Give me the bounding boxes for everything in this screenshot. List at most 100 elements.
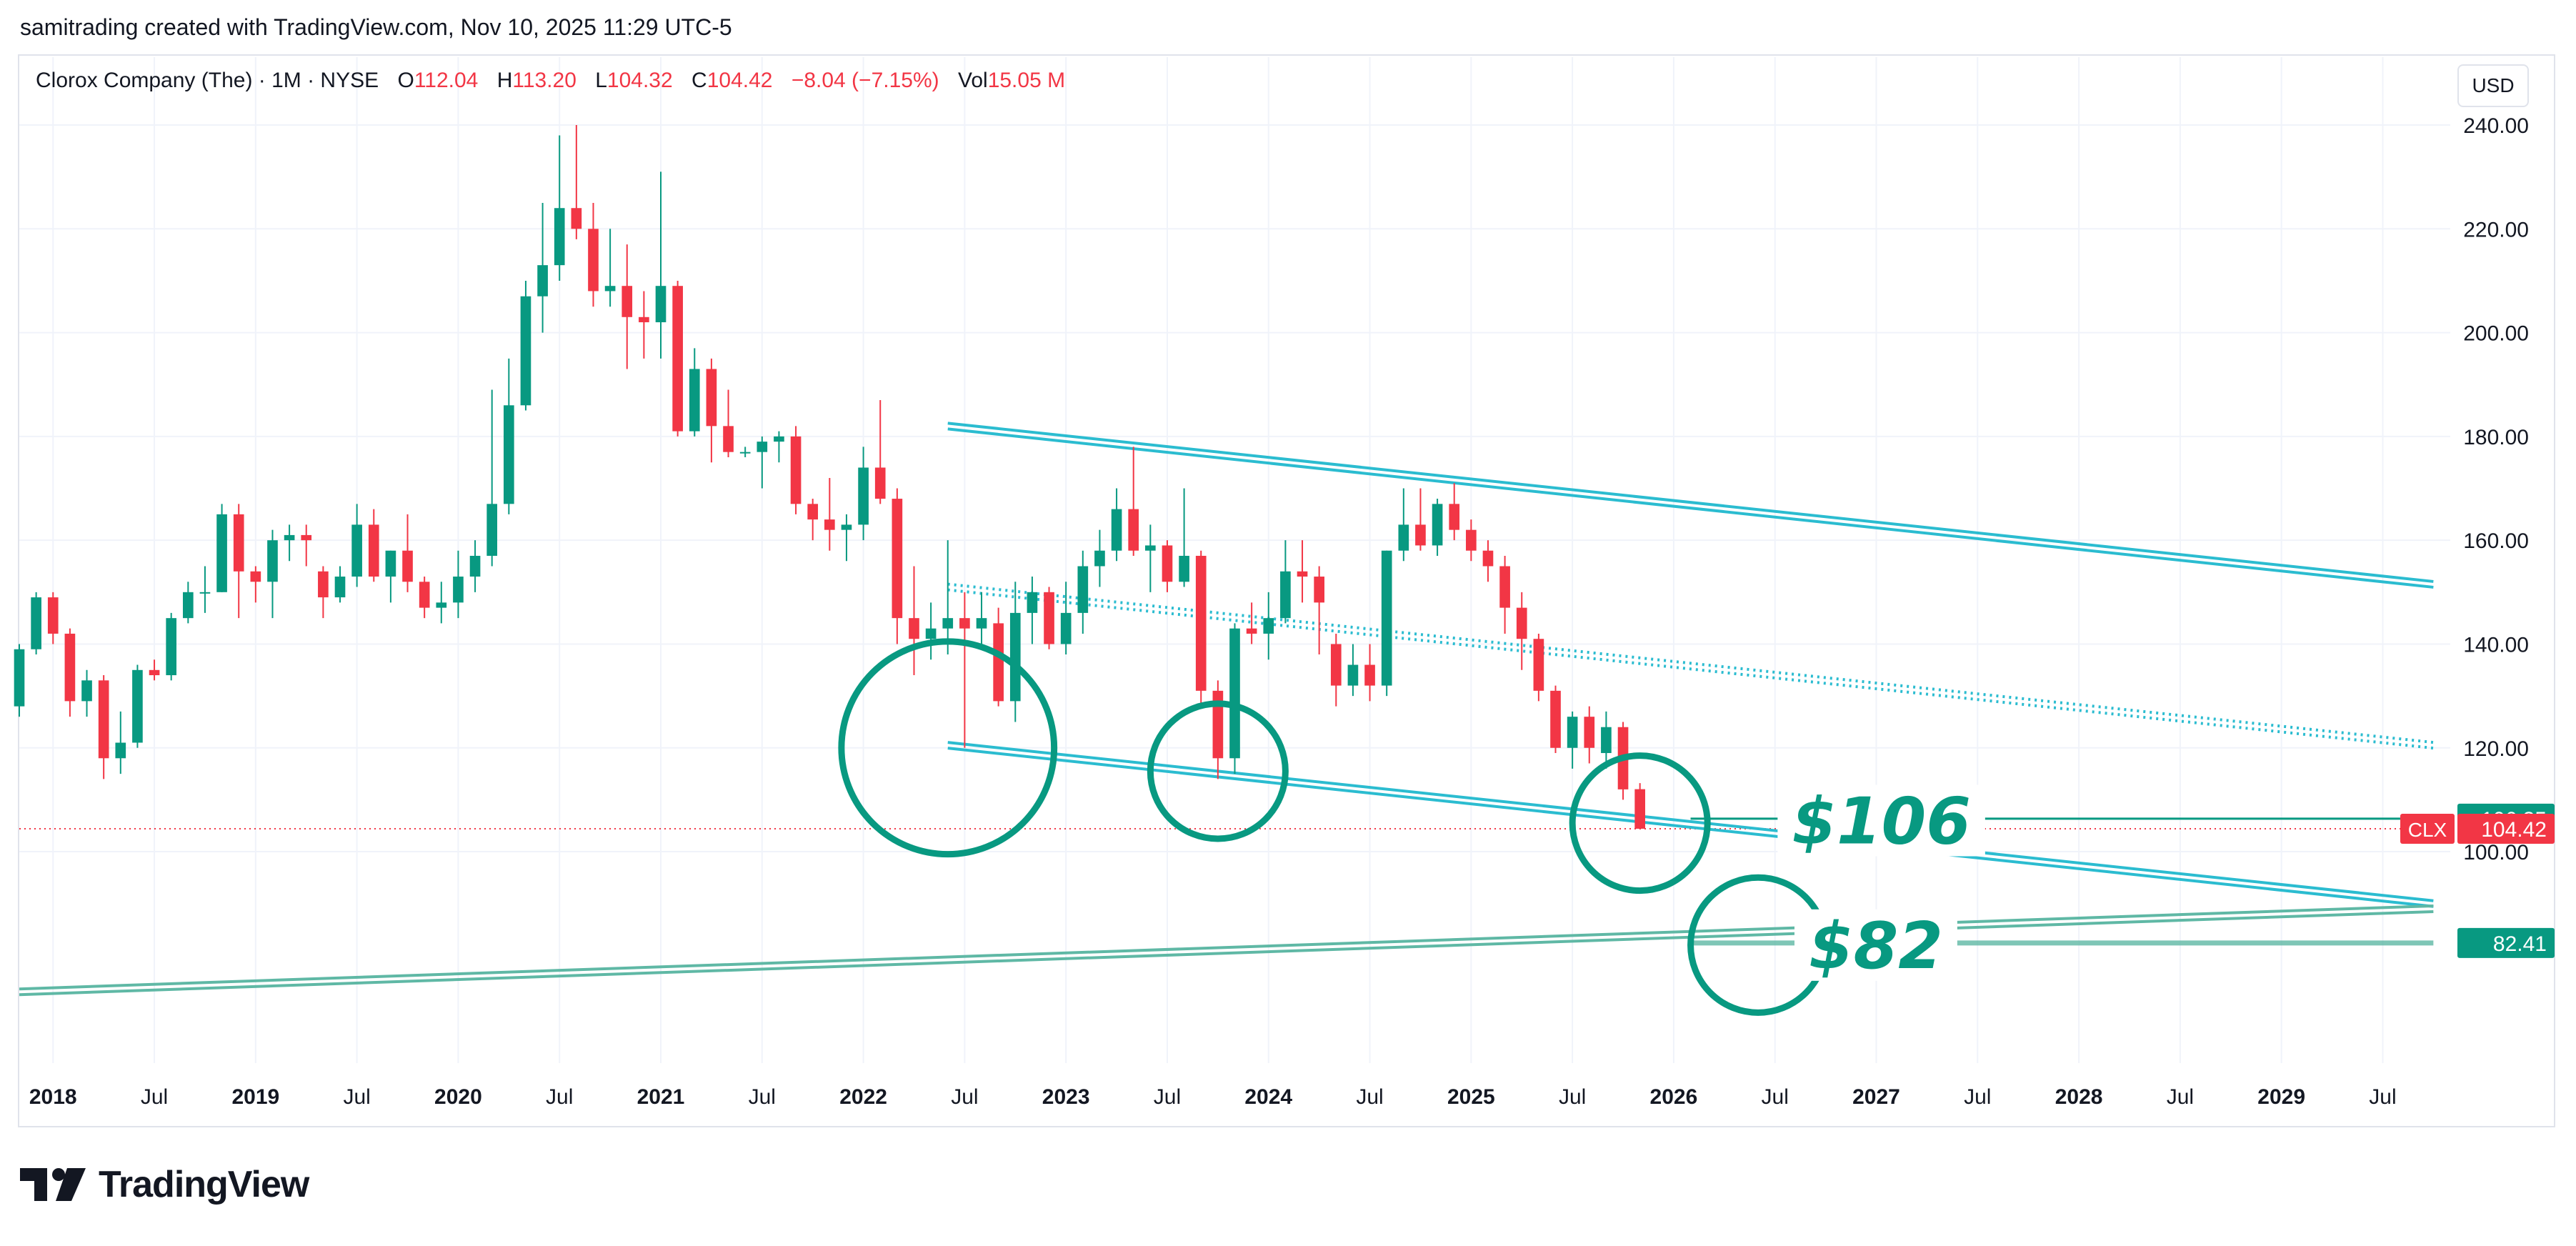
candle: [858, 447, 869, 541]
candle: [874, 400, 886, 504]
price-tick-label: 240.00: [2463, 114, 2529, 138]
trend-line-channel-top: [947, 422, 2434, 583]
candle-body: [1246, 628, 1257, 634]
candle: [571, 125, 582, 239]
candle-body: [689, 369, 700, 432]
candle-body: [1584, 717, 1595, 748]
candle: [1398, 488, 1409, 562]
candle-body: [1567, 717, 1578, 748]
price-tick-label: 180.00: [2463, 426, 2529, 449]
candle-body: [81, 680, 92, 702]
candle-body: [1432, 504, 1443, 546]
candle: [1482, 540, 1494, 582]
candle: [1567, 711, 1578, 769]
time-tick-label: Jul: [343, 1085, 370, 1109]
candle-body: [504, 405, 514, 504]
candle: [604, 229, 616, 307]
candle-body: [402, 550, 413, 582]
candle-body: [250, 571, 261, 582]
candle: [1584, 706, 1595, 764]
candle: [723, 389, 734, 457]
candle: [166, 612, 177, 681]
candle: [1027, 577, 1038, 644]
trend-line-channel-mid: [947, 582, 2434, 744]
candle-body: [1162, 545, 1173, 582]
candle-body: [790, 436, 802, 504]
candle-body: [993, 623, 1004, 702]
candle: [621, 244, 633, 369]
candle: [1634, 783, 1645, 829]
volume-label: Vol: [957, 69, 988, 92]
candle-body: [774, 436, 784, 442]
time-tick-label: Jul: [546, 1085, 573, 1109]
trend-line-channel-mid: [947, 588, 2434, 750]
chart-frame[interactable]: [18, 54, 2555, 1127]
candle-body: [385, 550, 396, 577]
candle: [1128, 447, 1139, 556]
candle: [1314, 566, 1324, 654]
candle: [98, 675, 109, 779]
candle-body: [604, 286, 616, 291]
symbol-label: CLX: [2408, 819, 2447, 841]
candle-body: [301, 534, 312, 541]
candle-body: [419, 582, 430, 608]
candle: [47, 592, 59, 644]
time-tick-label: 2023: [1042, 1085, 1090, 1109]
currency-button[interactable]: USD: [2457, 64, 2529, 107]
candle-body: [1195, 555, 1207, 691]
candle-body: [47, 597, 59, 634]
candle: [537, 202, 548, 333]
candle: [1212, 680, 1224, 779]
candle: [1229, 623, 1240, 774]
candle-body: [1364, 664, 1375, 686]
candle: [672, 280, 683, 437]
candle-body: [841, 524, 852, 530]
trend-line-support: [19, 904, 2434, 991]
time-tick-label: 2021: [637, 1085, 685, 1109]
channel-lines: [19, 422, 2434, 997]
highlight-circle: [1569, 752, 1711, 894]
time-tick-label: 2028: [2055, 1085, 2103, 1109]
low-label: L: [595, 69, 607, 92]
time-axis: 2018 Jul 2019 Jul 2020 Jul 2021 Jul 2022 Jul 2023 J…: [29, 1085, 2397, 1109]
annotation-overlays: $106 $82: [838, 638, 1985, 1016]
candle-body: [216, 514, 227, 592]
candle-body: [1179, 555, 1189, 582]
price-label-box: [2457, 813, 2555, 844]
candle-body: [1601, 727, 1612, 754]
candle: [504, 358, 514, 514]
candle: [469, 540, 481, 592]
candle-body: [453, 577, 464, 603]
candle: [1533, 633, 1544, 702]
candle-body: [1466, 529, 1477, 551]
time-tick-label: Jul: [1356, 1085, 1383, 1109]
candle: [1044, 587, 1054, 649]
candle-body: [672, 286, 683, 432]
symbol-description[interactable]: Clorox Company (The) · 1M · NYSE: [36, 69, 379, 92]
candle-body: [1398, 524, 1409, 551]
trend-line-channel-top: [947, 427, 2434, 589]
candle: [1415, 488, 1426, 551]
trend-line-channel-bottom: [947, 741, 2434, 902]
candle-body: [706, 369, 717, 427]
grid-lines: [19, 57, 2450, 1063]
time-tick-label: 2018: [29, 1085, 77, 1109]
candle: [1195, 550, 1207, 707]
candle-body: [1499, 566, 1510, 608]
candle-body: [588, 229, 599, 291]
high-label: H: [496, 69, 513, 92]
candle: [1280, 540, 1291, 624]
candle: [132, 664, 143, 748]
brand-footer[interactable]: TradingView: [20, 1163, 309, 1206]
candle-body: [1449, 504, 1460, 530]
high-value: 113.20: [512, 69, 576, 92]
candle-body: [1111, 509, 1122, 551]
candle: [301, 524, 312, 567]
candle: [689, 348, 700, 437]
candle: [436, 582, 447, 624]
candle-body: [115, 742, 126, 759]
time-tick-label: Jul: [1964, 1085, 1991, 1109]
close-value: 104.42: [707, 69, 773, 92]
candle: [149, 659, 160, 681]
